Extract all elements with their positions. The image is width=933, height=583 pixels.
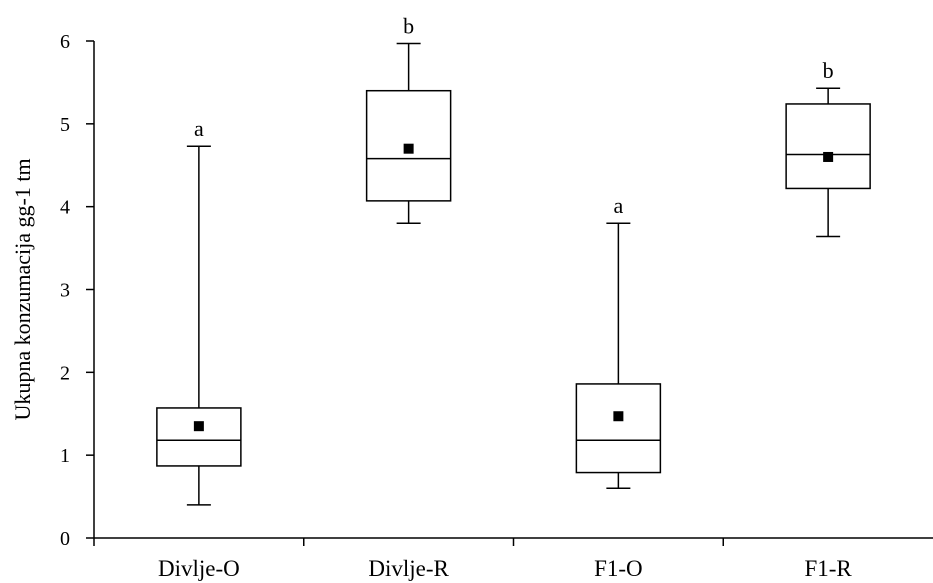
iqr-box xyxy=(575,383,662,474)
y-tick-label: 3 xyxy=(60,280,70,302)
x-tick-label: Divlje-R xyxy=(368,556,449,581)
box-group: b xyxy=(785,58,871,238)
significance-letter: a xyxy=(194,116,204,141)
significance-letter: b xyxy=(403,13,414,38)
box-group: b xyxy=(365,13,452,224)
box-group: a xyxy=(575,193,662,490)
iqr-box xyxy=(156,407,242,467)
significance-letter: b xyxy=(823,58,834,83)
y-tick-label: 4 xyxy=(60,197,70,219)
mean-marker xyxy=(823,151,834,162)
y-tick-label: 6 xyxy=(60,31,70,53)
y-axis-label: Ukupna konzumacija gg-1 tm xyxy=(10,158,35,420)
mean-marker xyxy=(193,421,204,432)
mean-marker xyxy=(403,143,414,154)
box-group: a xyxy=(156,116,242,506)
y-tick-label: 0 xyxy=(60,528,70,550)
y-tick-label: 2 xyxy=(60,362,70,384)
x-axis: Divlje-O Divlje-R F1-O F1-R xyxy=(93,537,933,581)
x-tick-label: F1-O xyxy=(594,556,643,581)
significance-letter: a xyxy=(613,193,623,218)
y-tick-label: 5 xyxy=(60,114,70,136)
boxes: a b a b xyxy=(156,13,871,506)
iqr-box xyxy=(785,103,871,190)
mean-marker xyxy=(613,411,624,422)
y-axis: 0 1 2 3 4 5 6 xyxy=(60,31,95,550)
x-tick-label: Divlje-O xyxy=(158,556,240,581)
x-tick-label: F1-R xyxy=(804,556,852,581)
y-tick-label: 1 xyxy=(60,445,70,467)
